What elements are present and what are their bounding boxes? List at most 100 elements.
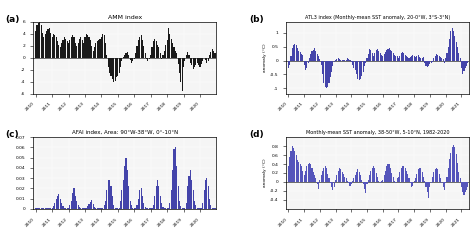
Bar: [112, 58, 113, 79]
Bar: [113, 205, 114, 209]
Bar: [240, 208, 242, 209]
Bar: [382, 180, 383, 182]
Bar: [461, 61, 462, 68]
Bar: [412, 54, 413, 61]
Bar: [154, 39, 155, 58]
Bar: [306, 61, 307, 68]
Bar: [361, 180, 362, 182]
Bar: [152, 47, 153, 58]
Bar: [335, 60, 336, 61]
Bar: [186, 55, 187, 58]
Bar: [76, 46, 77, 58]
Bar: [64, 37, 65, 58]
Bar: [436, 168, 437, 182]
Bar: [426, 182, 427, 187]
Bar: [195, 58, 196, 65]
Bar: [435, 169, 436, 182]
Bar: [98, 208, 99, 209]
Bar: [288, 166, 289, 182]
Bar: [326, 168, 327, 182]
Bar: [412, 182, 413, 186]
Bar: [458, 172, 459, 182]
Bar: [53, 34, 54, 58]
Bar: [443, 59, 444, 61]
Bar: [330, 61, 331, 77]
Bar: [224, 39, 225, 58]
Bar: [352, 61, 353, 65]
Bar: [427, 61, 428, 67]
Bar: [302, 55, 303, 61]
Bar: [75, 43, 76, 58]
Bar: [186, 203, 187, 209]
Bar: [300, 52, 301, 61]
Bar: [72, 35, 73, 58]
Bar: [399, 56, 401, 61]
Bar: [72, 192, 73, 209]
Bar: [397, 178, 398, 182]
Bar: [121, 191, 122, 209]
Bar: [411, 56, 412, 61]
Bar: [473, 61, 474, 64]
Bar: [374, 53, 375, 61]
Bar: [112, 196, 113, 209]
Bar: [142, 196, 143, 209]
Bar: [293, 148, 294, 182]
Bar: [465, 182, 466, 192]
Bar: [139, 37, 140, 58]
Bar: [194, 58, 195, 67]
Bar: [177, 58, 179, 64]
Bar: [69, 205, 71, 209]
Bar: [39, 208, 40, 209]
Bar: [398, 177, 399, 182]
Bar: [298, 51, 300, 61]
Bar: [239, 208, 240, 209]
Bar: [317, 54, 318, 61]
Bar: [228, 207, 229, 209]
Bar: [219, 51, 220, 58]
Bar: [354, 61, 355, 68]
Bar: [149, 208, 150, 209]
Bar: [128, 186, 129, 209]
Bar: [319, 180, 320, 182]
Bar: [318, 56, 319, 61]
Bar: [175, 51, 176, 58]
Bar: [424, 181, 425, 182]
Bar: [370, 50, 372, 61]
Bar: [173, 47, 174, 58]
Bar: [440, 57, 441, 61]
Bar: [334, 61, 335, 62]
Bar: [157, 180, 158, 209]
Bar: [127, 170, 128, 209]
Bar: [216, 208, 217, 209]
Bar: [117, 58, 118, 76]
Bar: [473, 181, 474, 182]
Bar: [381, 181, 382, 182]
Bar: [138, 40, 139, 58]
Bar: [124, 166, 125, 209]
Bar: [343, 174, 344, 182]
Bar: [327, 174, 328, 182]
Bar: [420, 168, 421, 182]
Bar: [192, 58, 194, 69]
Bar: [389, 48, 390, 61]
Bar: [374, 168, 375, 182]
Bar: [149, 58, 150, 59]
Bar: [87, 35, 88, 58]
Bar: [41, 25, 42, 58]
Bar: [113, 58, 114, 82]
Bar: [190, 170, 191, 209]
Bar: [385, 171, 386, 182]
Bar: [386, 50, 387, 61]
Bar: [306, 166, 307, 182]
Bar: [363, 61, 364, 72]
Bar: [300, 164, 301, 182]
Bar: [147, 58, 148, 61]
Bar: [357, 61, 358, 79]
Bar: [83, 208, 84, 209]
Bar: [454, 36, 456, 61]
Bar: [457, 163, 458, 182]
Bar: [315, 51, 317, 61]
Bar: [118, 58, 120, 73]
Bar: [160, 196, 161, 209]
Text: (a): (a): [6, 15, 20, 24]
